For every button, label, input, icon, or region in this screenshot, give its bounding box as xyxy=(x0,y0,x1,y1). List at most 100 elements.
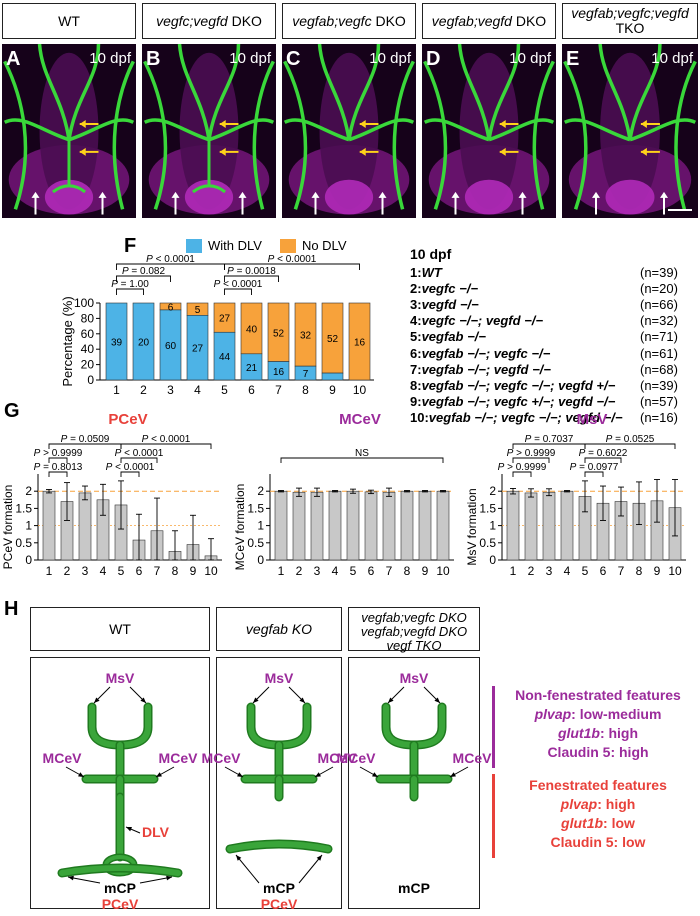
y-tick-label: 0 xyxy=(489,553,496,567)
yellow-arrow-icon xyxy=(499,120,506,129)
significance-bracket xyxy=(120,471,140,477)
tissue xyxy=(464,179,514,215)
vessel xyxy=(629,118,697,142)
yellow-arrow-icon xyxy=(359,120,366,129)
header-vegfab-vegfc-dko: vegfab;vegfc DKO xyxy=(282,3,416,39)
p-value-label: P > 0.9999 xyxy=(34,448,83,459)
vessel xyxy=(207,44,241,140)
bar-count-label: 60 xyxy=(165,341,177,352)
significance-bracket xyxy=(584,443,676,449)
x-tick-label: 9 xyxy=(654,564,661,578)
arrow-head xyxy=(253,697,259,703)
vessel xyxy=(423,118,490,142)
arrow-head xyxy=(316,855,322,861)
y-tick-label: 80 xyxy=(81,311,95,325)
label-msv: MsV xyxy=(265,670,294,686)
p-value-label: P = 0.0977 xyxy=(570,462,619,473)
y-tick-label: 100 xyxy=(74,296,94,310)
bar xyxy=(506,490,520,561)
x-tick-label: 10 xyxy=(204,564,218,578)
bar-count-label: 44 xyxy=(219,352,231,363)
significance-bracket xyxy=(224,288,252,295)
y-tick-label: 1.5 xyxy=(247,501,264,515)
x-tick-label: 6 xyxy=(600,564,607,578)
p-value-label: P > 0.9999 xyxy=(498,462,547,473)
yellow-arrow-icon xyxy=(219,120,226,129)
vessel xyxy=(383,704,445,749)
vessel xyxy=(674,60,697,210)
vessel xyxy=(563,118,631,142)
significance-bracket xyxy=(120,457,158,463)
condition-row: 9:vegfab −/−; vegfc +/−; vegfd −/− (n=57) xyxy=(410,394,678,410)
bar xyxy=(400,490,414,561)
p-value-label: P > 0.9999 xyxy=(507,448,556,459)
arrow xyxy=(235,854,260,884)
condition-row: 8:vegfab −/−; vegfc −/−; vegfd +/− (n=39) xyxy=(410,377,678,393)
condition-row: 5:vegfab −/− (n=71) xyxy=(410,329,678,345)
bar-count-label: 39 xyxy=(111,338,123,349)
x-tick-label: 6 xyxy=(248,383,255,394)
bar xyxy=(382,491,396,561)
micro-panel-label: C xyxy=(286,48,301,70)
bar-count-label: 20 xyxy=(138,338,150,349)
condition-row: 10:vegfab −/−; vegfc −/−; vegfd −/− (n=16… xyxy=(410,410,678,426)
label-mcev-right: MCeV xyxy=(318,750,358,766)
arrow-head xyxy=(68,875,74,881)
significance-bracket xyxy=(280,457,444,463)
x-tick-label: 3 xyxy=(314,564,321,578)
bar-with-dlv xyxy=(294,365,317,381)
chart-title: MCeV xyxy=(339,411,381,428)
p-value-label: P = 1.00 xyxy=(111,279,149,290)
white-arrow-icon xyxy=(171,191,180,198)
white-arrow-icon xyxy=(238,191,247,198)
p-value-label: P < 0.0001 xyxy=(142,434,191,445)
dpf-label: 10 dpf xyxy=(509,50,551,67)
p-value-label: P = 0.0525 xyxy=(606,434,655,445)
x-tick-label: 9 xyxy=(329,383,336,394)
y-tick-label: 0.5 xyxy=(15,536,32,550)
label-dlv: DLV xyxy=(142,824,170,840)
vessel xyxy=(37,44,71,140)
vessel xyxy=(143,118,210,142)
micrograph-panel: A 10 dpf xyxy=(2,44,136,218)
p-value-label: P = 0.0018 xyxy=(227,266,276,277)
vessel xyxy=(89,704,151,749)
significance-bracket xyxy=(48,457,68,463)
x-tick-label: 6 xyxy=(368,564,375,578)
vessel xyxy=(488,118,555,142)
bar xyxy=(346,490,360,561)
header-vegfab-vegfd-dko: vegfab;vegfd DKO xyxy=(422,3,556,39)
bar-with-dlv xyxy=(267,361,290,381)
yellow-arrow-icon xyxy=(79,120,86,129)
y-tick-label: 1.5 xyxy=(479,501,496,515)
y-axis-label: MsV formation xyxy=(465,488,479,565)
vessel xyxy=(598,44,632,140)
yellow-arrow-icon xyxy=(359,147,366,156)
vessel xyxy=(532,60,555,210)
x-tick-label: 1 xyxy=(510,564,517,578)
header-vegfc-vegfd-dko: vegfc;vegfd DKO xyxy=(142,3,276,39)
dlv-vessel xyxy=(192,139,226,194)
bar-with-dlv xyxy=(240,353,263,381)
bar xyxy=(542,491,556,561)
x-tick-label: 7 xyxy=(154,564,161,578)
dpf-label: 10 dpf xyxy=(89,50,131,67)
p-value-label: NS xyxy=(355,448,369,459)
p-value-label: P = 0.6022 xyxy=(579,448,628,459)
micrograph-panel: D 10 dpf xyxy=(422,44,556,218)
vessel xyxy=(628,44,662,140)
bar xyxy=(274,490,288,561)
vessel xyxy=(563,60,588,210)
vessel xyxy=(59,865,181,876)
legend: With DLV No DLV xyxy=(186,238,347,253)
white-arrow-icon xyxy=(378,191,387,198)
white-arrow-icon xyxy=(31,191,40,198)
vessel xyxy=(283,60,308,210)
x-tick-label: 7 xyxy=(618,564,625,578)
white-arrow-icon xyxy=(98,191,107,198)
y-tick-label: 0.5 xyxy=(479,536,496,550)
dlv-vessel xyxy=(52,139,86,194)
